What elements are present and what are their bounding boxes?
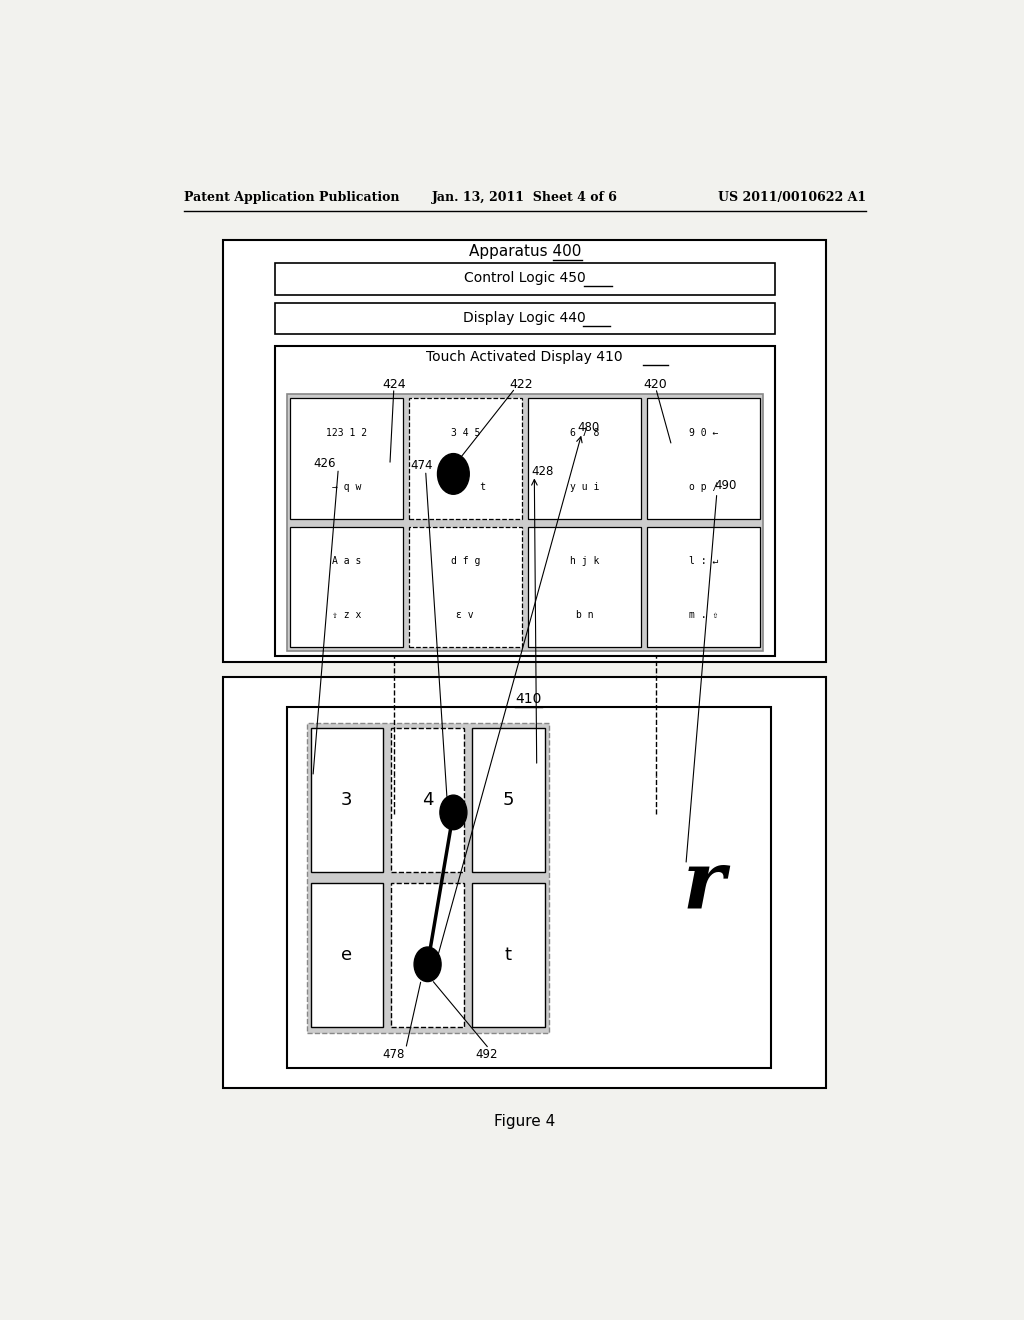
Text: t: t — [505, 946, 512, 964]
Text: ⇧ z x: ⇧ z x — [332, 610, 360, 620]
Text: 123 1 2: 123 1 2 — [326, 428, 367, 438]
Text: 480: 480 — [578, 421, 599, 434]
FancyBboxPatch shape — [391, 727, 464, 873]
Text: 474: 474 — [411, 459, 433, 471]
Text: Display Logic 440: Display Logic 440 — [464, 312, 586, 325]
Text: Figure 4: Figure 4 — [495, 1114, 555, 1130]
Text: 3: 3 — [341, 791, 352, 809]
Text: e: e — [341, 946, 352, 964]
Text: Jan. 13, 2011  Sheet 4 of 6: Jan. 13, 2011 Sheet 4 of 6 — [432, 191, 617, 203]
Circle shape — [440, 795, 467, 830]
Text: r: r — [424, 946, 431, 964]
Text: b n: b n — [575, 610, 593, 620]
Circle shape — [414, 946, 441, 982]
Text: 4: 4 — [422, 791, 433, 809]
Text: → q w: → q w — [332, 482, 360, 492]
Text: Apparatus 400: Apparatus 400 — [469, 244, 581, 260]
Text: 424: 424 — [382, 378, 406, 391]
Text: 478: 478 — [383, 1048, 406, 1061]
Text: 492: 492 — [475, 1048, 498, 1061]
Text: 422: 422 — [509, 378, 532, 391]
FancyBboxPatch shape — [274, 346, 775, 656]
Text: A a s: A a s — [332, 556, 360, 566]
Text: US 2011/0010622 A1: US 2011/0010622 A1 — [718, 191, 866, 203]
Circle shape — [437, 454, 469, 494]
Text: ε v: ε v — [457, 610, 474, 620]
FancyBboxPatch shape — [287, 395, 763, 651]
Text: y u i: y u i — [569, 482, 599, 492]
FancyBboxPatch shape — [290, 527, 402, 647]
Text: h j k: h j k — [569, 556, 599, 566]
Text: 3 4 5: 3 4 5 — [451, 428, 480, 438]
Text: 490: 490 — [715, 479, 737, 492]
Text: d f g: d f g — [451, 556, 480, 566]
Text: 428: 428 — [531, 465, 553, 478]
FancyBboxPatch shape — [223, 677, 826, 1089]
Text: Touch Activated Display 410: Touch Activated Display 410 — [426, 350, 624, 363]
FancyBboxPatch shape — [310, 883, 383, 1027]
FancyBboxPatch shape — [306, 722, 549, 1032]
Text: Control Logic 450: Control Logic 450 — [464, 272, 586, 285]
FancyBboxPatch shape — [310, 727, 383, 873]
FancyBboxPatch shape — [391, 883, 464, 1027]
FancyBboxPatch shape — [287, 708, 771, 1068]
FancyBboxPatch shape — [647, 399, 760, 519]
FancyBboxPatch shape — [223, 240, 826, 661]
Text: 5: 5 — [503, 791, 514, 809]
Text: Patent Application Publication: Patent Application Publication — [183, 191, 399, 203]
FancyBboxPatch shape — [528, 527, 641, 647]
FancyBboxPatch shape — [528, 399, 641, 519]
Text: 420: 420 — [644, 378, 668, 391]
FancyBboxPatch shape — [409, 527, 521, 647]
FancyBboxPatch shape — [472, 883, 545, 1027]
FancyBboxPatch shape — [290, 399, 402, 519]
Text: m . ⇧: m . ⇧ — [689, 610, 718, 620]
Text: 9 0 ←: 9 0 ← — [689, 428, 718, 438]
Text: l : ↵: l : ↵ — [689, 556, 718, 566]
FancyBboxPatch shape — [647, 527, 760, 647]
Text: 410: 410 — [515, 692, 542, 706]
FancyBboxPatch shape — [472, 727, 545, 873]
Text: e     t: e t — [444, 482, 485, 492]
FancyBboxPatch shape — [409, 399, 521, 519]
Text: 6 7 8: 6 7 8 — [569, 428, 599, 438]
Text: r: r — [682, 846, 725, 924]
Text: 426: 426 — [313, 457, 336, 470]
FancyBboxPatch shape — [274, 263, 775, 294]
FancyBboxPatch shape — [274, 302, 775, 334]
Text: o p /: o p / — [689, 482, 718, 492]
